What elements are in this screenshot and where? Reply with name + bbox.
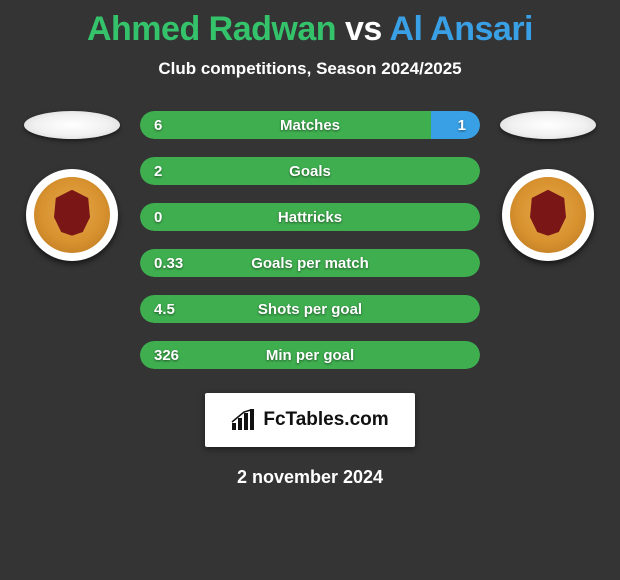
branding-box: FcTables.com (205, 393, 415, 447)
player2-avatar-placeholder (500, 111, 596, 139)
stat-bar-min-per-goal: 326Min per goal (140, 341, 480, 369)
stat-bar-goals-per-match: 0.33Goals per match (140, 249, 480, 277)
player1-column (22, 111, 122, 261)
page-title: Ahmed Radwan vs Al Ansari (87, 10, 533, 49)
stat-bar-hattricks: 0Hattricks (140, 203, 480, 231)
stat-bar-goals: 2Goals (140, 157, 480, 185)
stat-bar-matches: 61Matches (140, 111, 480, 139)
title-player2: Al Ansari (390, 10, 534, 48)
player2-club-badge (502, 169, 594, 261)
title-player1: Ahmed Radwan (87, 10, 336, 48)
stat-label: Goals (140, 157, 480, 185)
stat-label: Matches (140, 111, 480, 139)
stat-label: Goals per match (140, 249, 480, 277)
bar-chart-icon (231, 409, 257, 431)
player1-club-badge (26, 169, 118, 261)
stat-bars: 61Matches 2Goals 0Hattricks 0.33Goals per m… (140, 111, 480, 369)
stat-label: Min per goal (140, 341, 480, 369)
comparison-card: Ahmed Radwan vs Al Ansari Club competiti… (0, 0, 620, 580)
player1-avatar-placeholder (24, 111, 120, 139)
title-vs: vs (345, 10, 382, 48)
player2-column (498, 111, 598, 261)
date-label: 2 november 2024 (237, 467, 383, 488)
subtitle: Club competitions, Season 2024/2025 (158, 59, 461, 79)
stat-label: Shots per goal (140, 295, 480, 323)
stat-bar-shots-per-goal: 4.5Shots per goal (140, 295, 480, 323)
stat-label: Hattricks (140, 203, 480, 231)
main-row: 61Matches 2Goals 0Hattricks 0.33Goals per m… (0, 111, 620, 369)
branding-text: FcTables.com (263, 409, 388, 431)
